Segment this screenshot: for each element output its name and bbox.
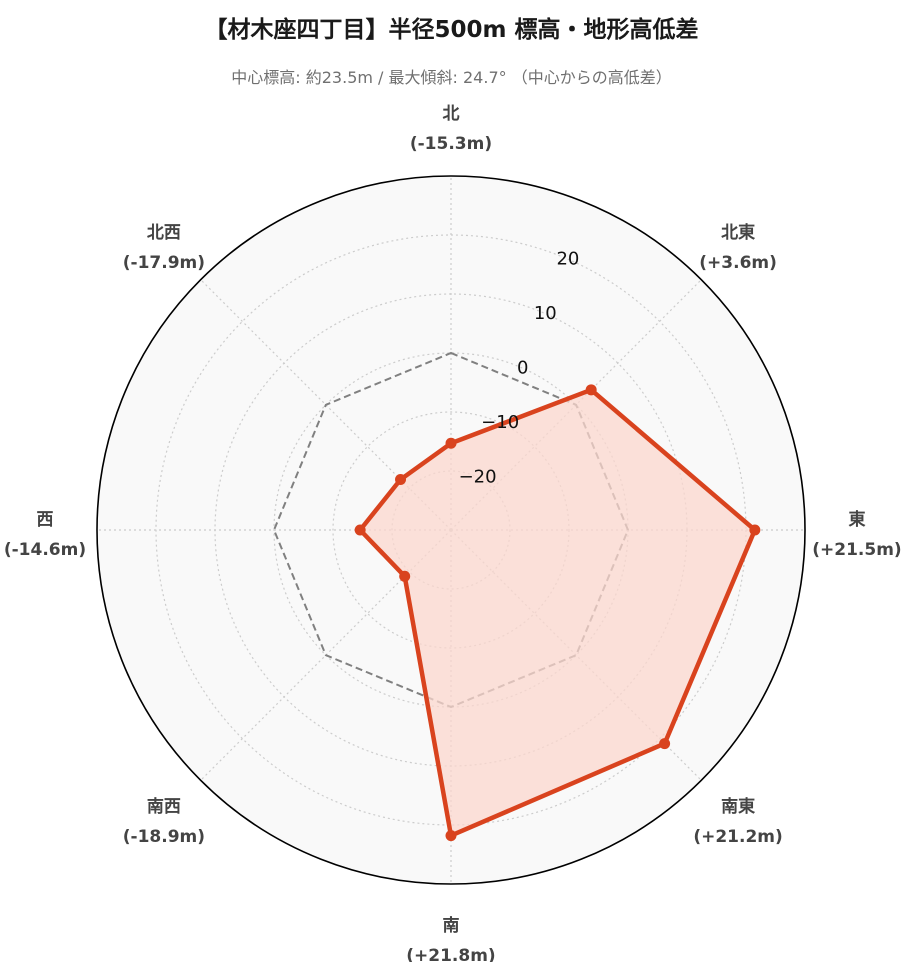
direction-label: 北: [443, 104, 460, 124]
direction-label: 北東: [721, 222, 755, 243]
data-point: [445, 830, 457, 842]
radial-tick-label: −10: [481, 412, 519, 433]
direction-label: 東: [849, 509, 866, 530]
direction-value-label: (-17.9m): [123, 253, 205, 273]
data-point: [585, 384, 597, 396]
radial-tick-label: 20: [556, 248, 579, 269]
data-point: [395, 474, 407, 486]
direction-label: 南西: [147, 796, 181, 817]
direction-value-label: (-15.3m): [410, 134, 492, 154]
data-point: [399, 570, 411, 582]
data-point: [659, 738, 671, 750]
radial-tick-label: −20: [459, 466, 497, 487]
direction-labels: 北 (-15.3m) 北東 (+3.6m) 東 (+21.5m) 南東 (+21.2m) 南 (+…: [4, 104, 902, 962]
direction-value-label: (+21.2m): [693, 827, 782, 847]
direction-value-label: (-14.6m): [4, 540, 86, 560]
radial-tick-label: 10: [534, 303, 557, 324]
series-area: [360, 389, 755, 836]
chart-subtitle: 中心標高: 約23.5m / 最大傾斜: 24.7° （中心からの高低差）: [231, 68, 672, 87]
radial-tick-label: 0: [517, 357, 528, 378]
series-points: [354, 384, 761, 842]
direction-value-label: (+3.6m): [699, 253, 777, 273]
direction-label: 西: [37, 510, 54, 530]
direction-value-label: (+21.5m): [812, 540, 901, 560]
data-point: [749, 524, 761, 536]
data-point: [354, 524, 366, 536]
direction-value-label: (+21.8m): [406, 946, 495, 962]
radial-tick-labels: −20 −10 0 10 20: [459, 248, 580, 487]
direction-label: 南東: [721, 796, 755, 817]
plot-outline: [96, 175, 806, 885]
direction-label: 北西: [147, 223, 181, 243]
chart-title: 【材木座四丁目】半径500m 標高・地形高低差: [204, 17, 699, 43]
direction-label: 南: [443, 915, 460, 936]
data-point: [445, 437, 457, 449]
direction-value-label: (-18.9m): [123, 827, 205, 847]
